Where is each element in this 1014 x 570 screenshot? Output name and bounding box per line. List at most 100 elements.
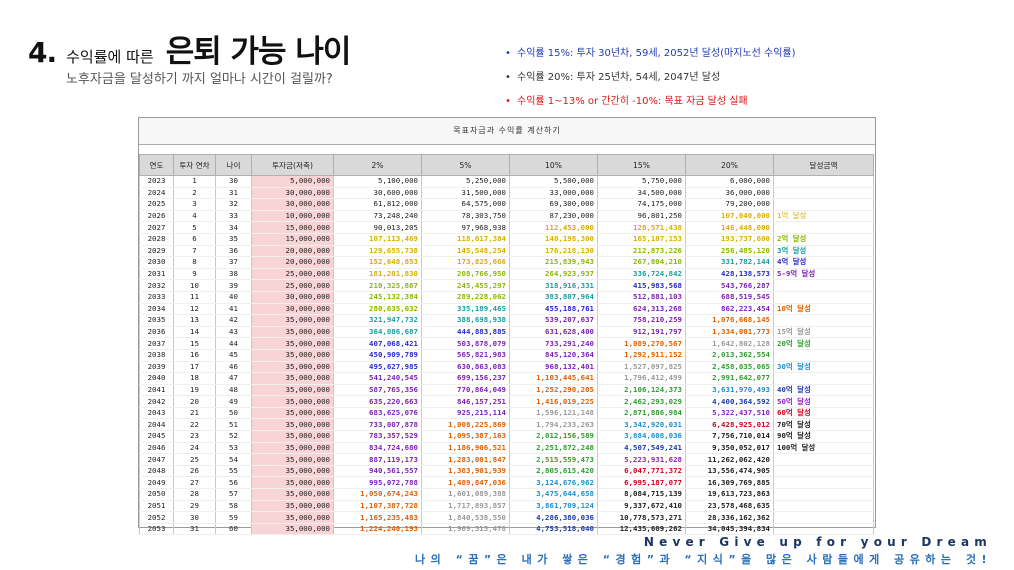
value-cell: 78,303,750 (421, 210, 510, 223)
table-cell: 57 (215, 488, 252, 501)
value-cell: 683,625,076 (333, 407, 422, 420)
value-cell: 5,500,000 (509, 175, 598, 188)
achievement-cell: 5-9억 달성 (773, 268, 874, 281)
bullet-15pct: • 수익률 15%: 투자 30년차, 59세, 2052년 달성(마지노선 수익… (505, 48, 796, 59)
table-cell: 36 (215, 245, 252, 258)
invest-cell: 20,000,000 (251, 245, 334, 258)
value-cell: 4,753,518,040 (509, 523, 598, 536)
invest-cell: 30,000,000 (251, 187, 334, 200)
value-cell: 1,050,674,243 (333, 488, 422, 501)
value-cell: 565,821,983 (421, 349, 510, 362)
value-cell: 4,286,380,036 (509, 511, 598, 524)
table-row: 2043 21 50 35,000,000 683,625,076 925,215,114… (139, 407, 874, 420)
achievement-cell (773, 500, 874, 513)
table-cell: 45 (215, 349, 252, 362)
table-cell: 2037 (139, 337, 174, 350)
value-cell: 635,220,663 (333, 395, 422, 408)
value-cell: 1,416,019,225 (509, 395, 598, 408)
table-cell: 2048 (139, 465, 174, 478)
value-cell: 5,322,437,510 (685, 407, 774, 420)
value-cell: 1,103,445,641 (509, 372, 598, 385)
invest-cell: 35,000,000 (251, 453, 334, 466)
table-row: 2036 14 43 35,000,000 364,086,687 444,883,885… (139, 326, 874, 339)
table-row: 2024 2 31 30,000,000 30,600,000 31,500,000 33,… (139, 187, 874, 200)
value-cell: 13,556,474,905 (685, 465, 774, 478)
value-cell: 6,995,187,077 (597, 476, 686, 490)
achievement-cell: 90억 달성 (773, 430, 874, 443)
table-cell: 6 (173, 233, 216, 246)
achievement-cell (773, 465, 874, 478)
table-row: 2041 19 48 35,000,000 587,765,356 770,864,049… (139, 384, 874, 397)
table-cell: 3 (173, 198, 216, 211)
value-cell: 3,861,709,124 (509, 500, 598, 513)
invest-cell: 20,000,000 (251, 256, 334, 269)
value-cell: 31,500,000 (421, 187, 510, 200)
value-cell: 210,325,867 (333, 279, 422, 292)
table-row: 2053 31 60 35,000,000 1,224,240,193 1,969,315… (139, 523, 874, 536)
table-cell: 2040 (139, 372, 174, 385)
table-row: 2027 5 34 15,000,000 90,013,205 97,968,938 112… (139, 221, 874, 234)
table-header-row: 연도 투자 연차 나이 투자금(저축) 2% 5% 10% 15% 20% 달성금액 (139, 154, 874, 176)
invest-cell: 30,000,000 (251, 291, 334, 304)
value-cell: 2,871,886,984 (597, 407, 686, 420)
value-cell: 33,000,000 (509, 187, 598, 200)
table-cell: 46 (215, 361, 252, 374)
value-cell: 1,794,233,263 (509, 418, 598, 432)
value-cell: 2,251,872,248 (509, 442, 598, 455)
value-cell: 2,515,559,473 (509, 453, 598, 466)
table-cell: 30 (173, 511, 216, 524)
value-cell: 90,013,205 (333, 221, 422, 234)
table-cell: 25 (173, 453, 216, 466)
value-cell: 2,012,156,589 (509, 430, 598, 443)
table-cell: 10 (173, 279, 216, 292)
table-cell: 53 (215, 442, 252, 455)
value-cell: 181,201,830 (333, 268, 422, 281)
value-cell: 1,489,847,036 (421, 476, 510, 490)
table-cell: 2047 (139, 453, 174, 466)
table-row: 2047 25 54 35,000,000 887,119,173 1,283,001,8… (139, 453, 874, 466)
value-cell: 770,864,049 (421, 384, 510, 397)
table-cell: 2036 (139, 326, 174, 339)
value-cell: 36,000,000 (685, 187, 774, 200)
invest-cell: 35,000,000 (251, 337, 334, 350)
table-row: 2049 27 56 35,000,000 995,072,788 1,489,847,0… (139, 476, 874, 490)
achievement-cell (773, 511, 874, 524)
value-cell: 5,250,000 (421, 175, 510, 188)
value-cell: 733,291,240 (509, 337, 598, 350)
value-cell: 176,218,130 (509, 245, 598, 258)
value-cell: 783,357,529 (333, 430, 422, 443)
table-cell: 2051 (139, 500, 174, 513)
value-cell: 6,000,000 (685, 175, 774, 188)
value-cell: 845,120,364 (509, 349, 598, 362)
table-cell: 7 (173, 245, 216, 258)
value-cell: 587,765,356 (333, 384, 422, 397)
value-cell: 212,873,226 (597, 245, 686, 258)
invest-cell: 35,000,000 (251, 500, 334, 513)
table-cell: 2028 (139, 233, 174, 246)
invest-cell: 35,000,000 (251, 326, 334, 339)
value-cell: 107,113,469 (333, 233, 422, 246)
table-cell: 8 (173, 256, 216, 269)
value-cell: 30,600,000 (333, 187, 422, 200)
value-cell: 1,008,225,869 (421, 418, 510, 432)
value-cell: 503,878,079 (421, 337, 510, 350)
value-cell: 118,617,384 (421, 233, 510, 246)
value-cell: 152,648,853 (333, 256, 422, 269)
value-cell: 1,095,387,163 (421, 430, 510, 443)
value-cell: 12,435,609,262 (597, 523, 686, 536)
value-cell: 407,068,421 (333, 337, 422, 350)
value-cell: 129,655,738 (333, 245, 422, 258)
table-row: 2033 11 40 30,000,000 245,132,384 289,228,062… (139, 291, 874, 304)
page-title: 4. 수익률에 따른 은퇴 가능 나이 (28, 26, 351, 71)
value-cell: 34,045,394,834 (685, 523, 774, 536)
value-cell: 145,548,254 (421, 245, 510, 258)
value-cell: 834,724,680 (333, 442, 422, 455)
value-cell: 846,157,251 (421, 395, 510, 408)
value-cell: 8,084,715,139 (597, 488, 686, 501)
value-cell: 541,240,545 (333, 372, 422, 385)
invest-cell: 30,000,000 (251, 198, 334, 211)
table-cell: 18 (173, 372, 216, 385)
table-cell: 4 (173, 210, 216, 223)
achievement-cell (773, 221, 874, 234)
value-cell: 1,334,001,773 (685, 326, 774, 339)
